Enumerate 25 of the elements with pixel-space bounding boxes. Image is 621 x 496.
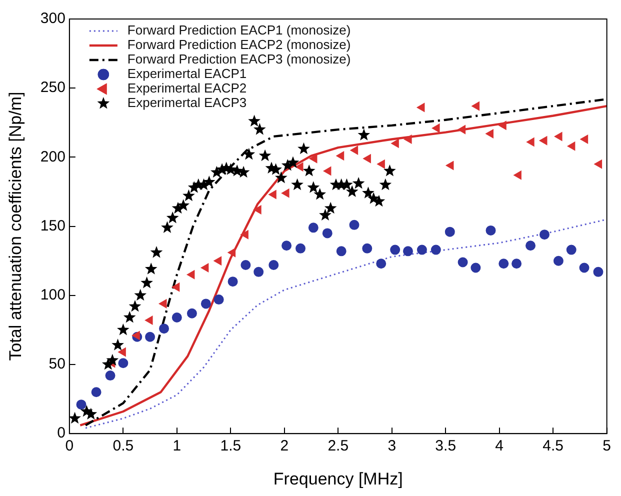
x-tick-label: 1 bbox=[172, 438, 182, 455]
legend-label: Forward Prediction EACP3 (monosize) bbox=[127, 52, 351, 67]
x-tick-label: 3.5 bbox=[435, 438, 456, 455]
legend-label: Experimertal EACP1 bbox=[127, 66, 247, 82]
y-tick-label: 100 bbox=[40, 286, 66, 304]
x-tick-label: 1.5 bbox=[220, 438, 242, 455]
legend-label: Experimertal EACP2 bbox=[127, 80, 247, 96]
legend-label: Experimertal EACP3 bbox=[127, 95, 247, 110]
y-tick-label: 300 bbox=[40, 10, 66, 28]
x-tick-label: 3 bbox=[388, 438, 396, 455]
x-tick-label: 4 bbox=[495, 438, 504, 455]
y-tick-label: 200 bbox=[40, 148, 66, 166]
x-tick-label: 4.5 bbox=[542, 438, 564, 455]
x-tick-label: 5 bbox=[602, 438, 611, 455]
y-tick-label: 250 bbox=[40, 79, 66, 96]
y-tick-label: 150 bbox=[40, 217, 66, 234]
y-axis-title: Total attenuation coefficients [Np/m] bbox=[6, 92, 25, 361]
x-tick-label: 0.5 bbox=[112, 438, 134, 455]
x-tick-label: 2 bbox=[280, 438, 289, 455]
y-tick-label: 0 bbox=[57, 424, 66, 442]
legend-label: Forward Prediction EACP2 (monosize) bbox=[127, 37, 351, 52]
legend-label: Forward Prediction EACP1 (monosize) bbox=[127, 22, 351, 38]
x-tick-label: 2.5 bbox=[328, 438, 349, 455]
x-axis-title: Frequency [MHz] bbox=[273, 469, 403, 488]
y-tick-label: 50 bbox=[48, 356, 66, 373]
